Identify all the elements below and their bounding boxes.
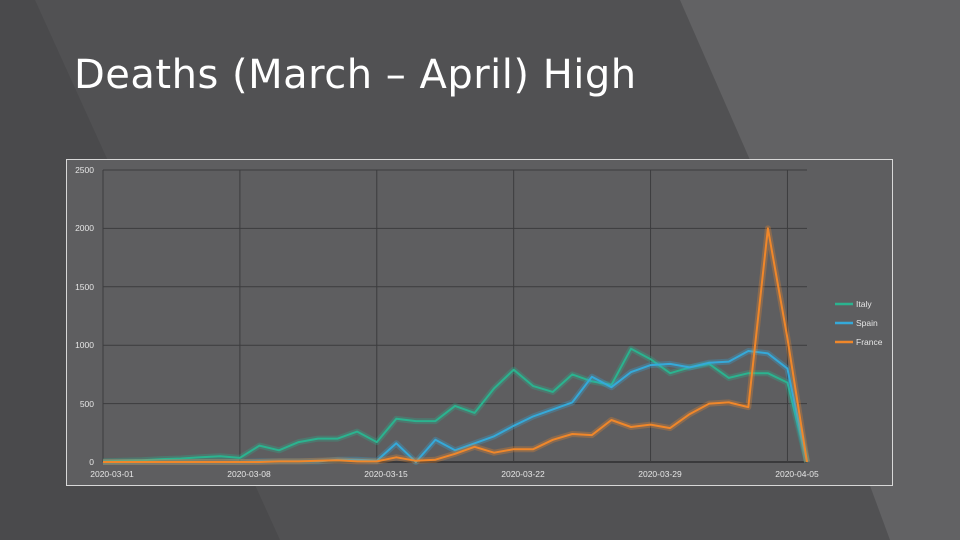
- x-tick-label: 2020-03-29: [638, 469, 682, 479]
- chart-axes: 2500 2000 1500 1000 500 0 2020-03-01 202…: [75, 165, 819, 479]
- legend-label-france: France: [856, 337, 883, 347]
- x-tick-label: 2020-04-05: [775, 469, 819, 479]
- x-tick-label: 2020-03-15: [364, 469, 408, 479]
- chart-legend: Italy Spain France: [835, 299, 883, 347]
- chart-series: [102, 225, 810, 465]
- x-tick-label: 2020-03-01: [90, 469, 134, 479]
- y-tick-label: 1500: [75, 282, 94, 292]
- y-tick-label: 1000: [75, 340, 94, 350]
- y-tick-label: 2500: [75, 165, 94, 175]
- y-tick-label: 500: [80, 399, 94, 409]
- series-line-france: [103, 227, 808, 463]
- slide-title: Deaths (March – April) High: [74, 52, 637, 98]
- y-tick-label: 0: [89, 457, 94, 467]
- x-tick-label: 2020-03-08: [227, 469, 271, 479]
- x-tick-label: 2020-03-22: [501, 469, 545, 479]
- legend-label-spain: Spain: [856, 318, 878, 328]
- legend-label-italy: Italy: [856, 299, 872, 309]
- chart-svg: 2500 2000 1500 1000 500 0 2020-03-01 202…: [75, 165, 883, 479]
- deaths-line-chart: 2500 2000 1500 1000 500 0 2020-03-01 202…: [66, 159, 893, 486]
- chart-grid: [102, 169, 807, 463]
- y-tick-label: 2000: [75, 223, 94, 233]
